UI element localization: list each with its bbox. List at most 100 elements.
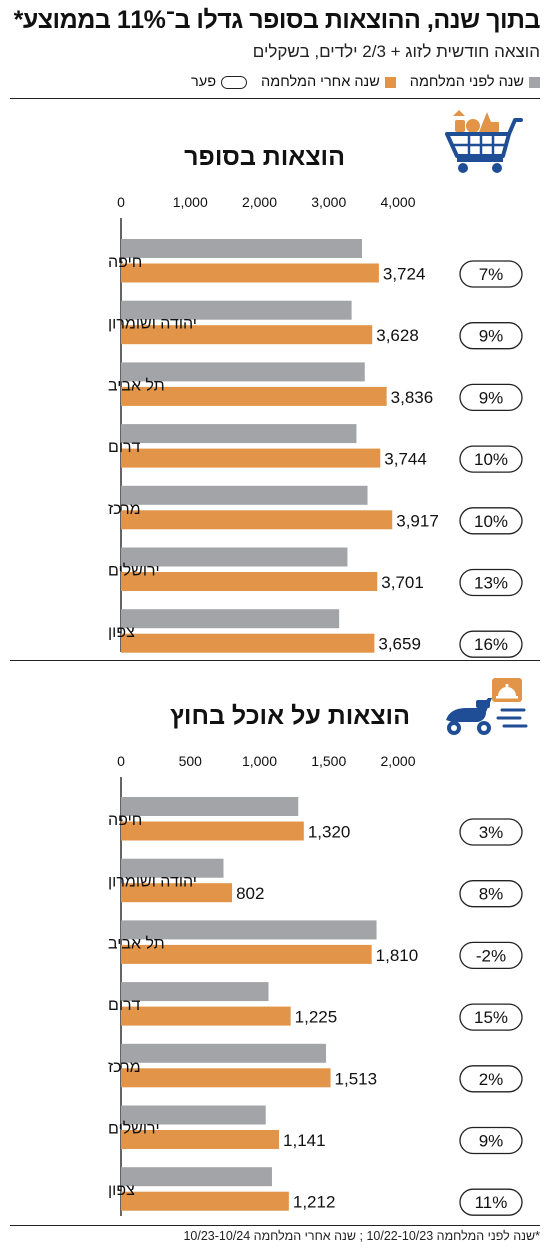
data-label: 3,917: [396, 511, 439, 530]
bar-after: [121, 1191, 289, 1211]
category-label: חיפה: [108, 812, 142, 829]
tick-label: 1,000: [242, 753, 277, 769]
bar-after: [121, 510, 393, 530]
gap-pill: [459, 818, 523, 846]
tick-label: 1,500: [311, 753, 346, 769]
chart-eating-out: 0 500 1,000 1,500 2,000 1,320 חיפה 3% 802 יהודה ו…: [108, 753, 523, 1216]
tick-label: 0: [117, 194, 125, 210]
data-label: 1,513: [335, 1069, 378, 1088]
gap-label: 8%: [479, 885, 504, 904]
gap-label: 9%: [479, 388, 504, 407]
bar-after: [121, 572, 378, 591]
bar-before: [121, 1167, 272, 1187]
legend-pill-gap: [221, 75, 248, 89]
bar-before: [121, 797, 299, 816]
shopping-cart-icon: [445, 110, 523, 173]
gap-pill: [459, 880, 523, 908]
gap-label: 16%: [474, 635, 508, 654]
bar-before: [121, 858, 224, 878]
data-label: 3,724: [383, 265, 426, 284]
gap-label: 15%: [474, 1008, 508, 1027]
bar-after: [121, 1006, 291, 1026]
header-divider: [10, 98, 540, 99]
gap-pill: [459, 383, 523, 412]
gap-pill: [459, 1126, 523, 1155]
category-label: תל אביב: [108, 934, 165, 952]
tick-label: 4,000: [380, 194, 415, 210]
gap-pill: [459, 445, 523, 473]
bar-after: [121, 263, 379, 283]
gap-pill: [459, 260, 523, 288]
tick-label: 0: [117, 753, 125, 769]
tick-label: 500: [179, 753, 203, 769]
category-label: צפון: [108, 1182, 135, 1199]
gap-pill: [459, 941, 523, 970]
legend-swatch-after: [384, 76, 396, 88]
data-label: 3,701: [381, 573, 424, 592]
bar-before: [121, 485, 368, 505]
legend-label-gap: פער: [191, 74, 217, 90]
gap-label: 10%: [474, 512, 508, 531]
data-label: 3,836: [391, 388, 434, 407]
gap-label: 10%: [474, 450, 508, 469]
bar-after: [121, 1068, 331, 1088]
bar-before: [121, 424, 357, 444]
category-label: מרכז: [108, 1059, 141, 1076]
bar-after: [121, 883, 233, 903]
category-label: ירושלים: [108, 1120, 160, 1138]
gap-pill: [459, 1065, 523, 1093]
category-label: יהודה ושומרון: [108, 874, 197, 891]
category-label: דרום: [108, 439, 141, 456]
bar-after: [121, 1130, 280, 1149]
legend: שנה לפני המלחמה שנה אחרי המלחמה פער: [10, 72, 540, 92]
bar-after: [121, 633, 375, 653]
category-label: חיפה: [108, 254, 142, 271]
bar-before: [121, 609, 340, 629]
gap-pill: [459, 630, 523, 658]
gap-label: 7%: [479, 265, 504, 284]
legend-item-after: שנה אחרי המלחמה: [261, 74, 396, 90]
page-subtitle: הוצאה חודשית לזוג + 2/3 ילדים, בשקלים: [252, 42, 540, 61]
bar-after: [121, 448, 381, 468]
bar-after: [121, 325, 373, 345]
category-label: תל אביב: [108, 376, 165, 394]
footnote: *שנה לפני המלחמה 10/22-10/23 ; שנה אחרי …: [183, 1229, 540, 1243]
bar-before: [121, 239, 362, 258]
gap-pill: [459, 1188, 523, 1216]
data-label: 3,628: [376, 326, 419, 345]
category-label: ירושלים: [108, 562, 160, 580]
tick-label: 1,000: [173, 194, 208, 210]
data-label: 802: [236, 884, 264, 903]
data-label: 3,659: [378, 635, 421, 654]
data-label: 1,225: [295, 1008, 338, 1027]
legend-swatch-before: [529, 76, 540, 88]
bar-before: [121, 982, 269, 1002]
gap-label: 9%: [479, 327, 504, 346]
legend-label-after: שנה אחרי המלחמה: [261, 74, 380, 90]
legend-label-before: שנה לפני המלחמה: [409, 74, 524, 90]
chart-supermarket: 0 1,000 2,000 3,000 4,000 3,724 חיפה 7% 3,628 יהו…: [108, 194, 523, 658]
bar-after: [121, 386, 387, 406]
footer-divider: [10, 1225, 540, 1226]
data-label: 1,141: [283, 1131, 326, 1150]
bar-before: [121, 1043, 326, 1063]
chart-2-title: הוצאות על אוכל בחוץ: [170, 702, 410, 730]
bar-after: [121, 821, 304, 841]
category-label: צפון: [108, 624, 135, 641]
bar-before: [121, 1105, 266, 1125]
gap-label: 2%: [479, 1070, 504, 1089]
gap-label: 3%: [479, 823, 504, 842]
data-label: 3,744: [384, 450, 427, 469]
category-label: מרכז: [108, 501, 141, 518]
gap-label: -2%: [476, 946, 506, 965]
bar-before: [121, 300, 352, 320]
category-label: יהודה ושומרון: [108, 316, 197, 333]
delivery-scooter-icon: [446, 678, 528, 735]
bar-before: [121, 547, 348, 567]
bar-before: [121, 920, 377, 940]
gap-label: 9%: [479, 1132, 504, 1151]
gap-pill: [459, 507, 523, 535]
gap-label: 13%: [474, 574, 508, 593]
chart-1-title: הוצאות בסופר: [184, 143, 345, 171]
data-label: 1,212: [293, 1193, 336, 1212]
